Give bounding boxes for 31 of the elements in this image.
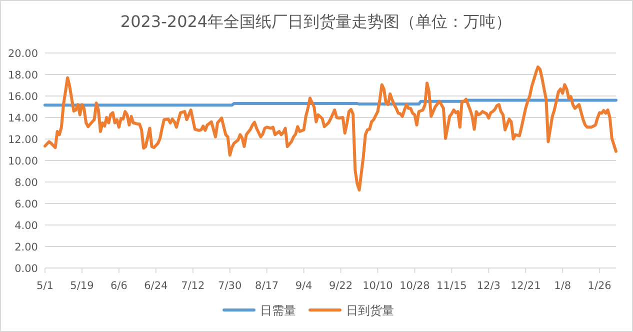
x-tick-label: 12/3 (476, 280, 500, 292)
x-tick-label: 1/26 (588, 280, 612, 292)
legend-label: 日到货量 (346, 304, 394, 318)
y-tick-label: 18.00 (8, 70, 38, 82)
y-tick-label: 8.00 (14, 177, 38, 189)
x-tick-label: 10/28 (400, 280, 430, 292)
line-series (44, 65, 618, 192)
y-tick-label: 2.00 (14, 242, 38, 254)
y-tick-label: 0.00 (14, 263, 38, 275)
x-tick-label: 7/12 (181, 280, 205, 292)
x-tick-label: 5/19 (70, 280, 94, 292)
y-tick-label: 6.00 (14, 198, 38, 210)
x-tick-label: 9/22 (328, 280, 353, 292)
x-tick-label: 6/6 (110, 280, 128, 292)
y-tick-label: 20.00 (8, 48, 38, 60)
x-tick-label: 12/21 (510, 280, 541, 292)
y-tick-label: 4.00 (14, 220, 38, 232)
x-tick-label: 5/1 (36, 280, 54, 292)
chart-title: 2023-2024年全国纸厂日到货量走势图（单位：万吨） (120, 12, 512, 31)
x-tick-label: 10/10 (362, 280, 393, 292)
y-tick-label: 10.00 (8, 156, 38, 168)
x-tick-label: 9/4 (295, 280, 313, 292)
x-tick-label: 11/15 (436, 280, 467, 292)
x-tick-label: 7/30 (218, 280, 242, 292)
x-tick-label: 6/24 (144, 280, 168, 292)
y-tick-label: 12.00 (8, 134, 38, 146)
x-tick-label: 8/17 (255, 280, 279, 292)
x-tick-label: 1/8 (554, 280, 572, 292)
legend-label: 日需量 (260, 304, 296, 318)
y-tick-label: 16.00 (8, 91, 38, 103)
y-tick-label: 14.00 (8, 112, 38, 124)
